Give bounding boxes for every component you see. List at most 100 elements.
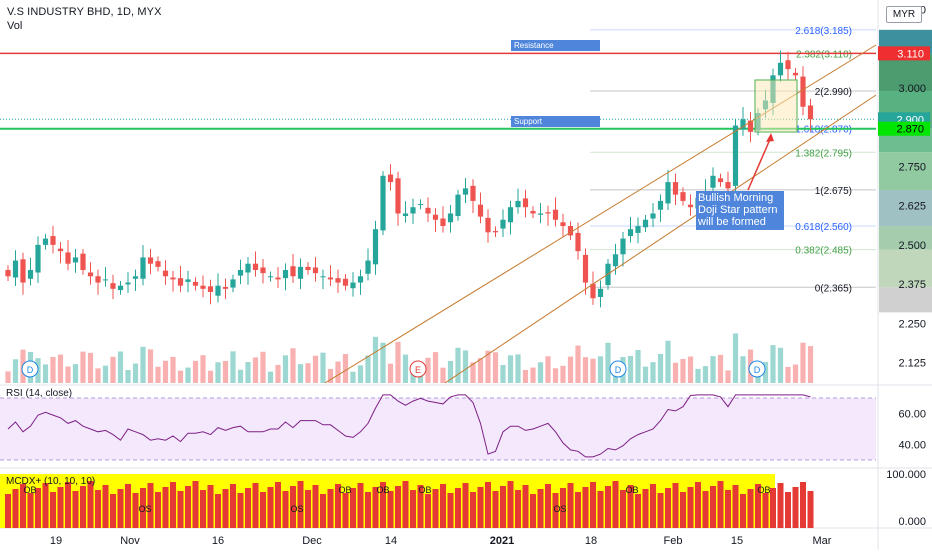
volume-bar bbox=[657, 353, 664, 383]
candle-body bbox=[800, 76, 806, 107]
mcdx-bar bbox=[260, 492, 266, 528]
candle-body bbox=[447, 213, 454, 223]
mcdx-bar bbox=[792, 487, 799, 528]
mcdx-bar bbox=[665, 488, 671, 528]
mcdx-bar bbox=[597, 491, 604, 528]
candle-body bbox=[620, 238, 626, 255]
mcdx-bar bbox=[155, 492, 161, 528]
fib-axis-band bbox=[879, 249, 932, 288]
rsi-tick-label: 60.00 bbox=[898, 409, 926, 421]
volume-label: Vol bbox=[7, 20, 23, 32]
candle-body bbox=[50, 236, 56, 245]
candle-body bbox=[155, 261, 161, 267]
mcdx-bar bbox=[732, 485, 739, 528]
volume-bar bbox=[140, 346, 146, 383]
mcdx-bar bbox=[350, 488, 356, 528]
volume-bar bbox=[177, 370, 184, 383]
channel-lower-line bbox=[444, 94, 877, 384]
annotation-arrowhead bbox=[766, 133, 774, 142]
volume-bar bbox=[650, 362, 656, 383]
event-marker bbox=[748, 360, 766, 378]
x-tick-label: 18 bbox=[585, 535, 597, 547]
volume-bar bbox=[372, 336, 379, 383]
candle-body bbox=[230, 279, 236, 288]
candle-body bbox=[117, 285, 124, 291]
volume-bar bbox=[12, 359, 19, 383]
candle-body bbox=[170, 277, 176, 280]
volume-bar bbox=[777, 347, 784, 383]
fib-label: 0(2.365) bbox=[815, 283, 852, 294]
fib-label: 0.618(2.560) bbox=[795, 222, 852, 233]
candle-body bbox=[192, 281, 199, 286]
candle-body bbox=[57, 248, 64, 252]
candle-body bbox=[597, 288, 604, 297]
mcdx-bar bbox=[42, 483, 49, 528]
candle-body bbox=[95, 276, 101, 283]
fib-label: 2.618(3.185) bbox=[795, 26, 852, 37]
mcdx-bar bbox=[612, 481, 619, 528]
volume-bar bbox=[42, 364, 49, 383]
mcdx-bar bbox=[485, 482, 491, 528]
candle-body bbox=[680, 192, 686, 201]
candle-body bbox=[395, 178, 401, 214]
mcdx-bar bbox=[710, 486, 716, 528]
resistance-label: Resistance bbox=[511, 40, 600, 51]
mcdx-os-label: OS bbox=[290, 504, 303, 514]
mcdx-bar bbox=[282, 491, 289, 528]
candle-body bbox=[177, 278, 184, 286]
mcdx-bar bbox=[387, 491, 394, 528]
volume-bar bbox=[387, 363, 394, 383]
candle-body bbox=[687, 204, 694, 208]
volume-bar bbox=[312, 355, 319, 383]
candle-body bbox=[132, 276, 139, 279]
volume-bar bbox=[222, 360, 229, 383]
mcdx-bar bbox=[275, 482, 281, 528]
candle-body bbox=[207, 286, 214, 292]
volume-bar bbox=[552, 368, 559, 383]
mcdx-bar bbox=[110, 494, 116, 528]
mcdx-bar bbox=[192, 481, 199, 528]
candle-body bbox=[552, 209, 559, 220]
mcdx-bar bbox=[687, 487, 694, 528]
volume-bar bbox=[170, 356, 176, 383]
support-label: Support bbox=[511, 116, 600, 127]
candle-body bbox=[477, 204, 484, 217]
mcdx-bar bbox=[5, 494, 11, 528]
mcdx-bar bbox=[477, 487, 484, 528]
volume-bar bbox=[500, 364, 506, 383]
candle-body bbox=[162, 270, 169, 277]
candle-body bbox=[312, 267, 319, 274]
volume-bar bbox=[515, 354, 521, 383]
candle-body bbox=[185, 279, 191, 282]
mcdx-bar bbox=[417, 485, 424, 528]
volume-bar bbox=[642, 366, 649, 383]
volume-bar bbox=[462, 350, 469, 383]
candle-body bbox=[387, 174, 394, 183]
candle-body bbox=[102, 279, 109, 281]
candle-body bbox=[27, 269, 34, 279]
currency-badge[interactable]: MYR bbox=[886, 6, 922, 23]
mcdx-bar bbox=[327, 489, 334, 528]
candle-body bbox=[342, 278, 349, 286]
support-badge-text: 2.870 bbox=[896, 124, 924, 136]
volume-bar bbox=[132, 363, 139, 383]
mcdx-os-label: OS bbox=[138, 504, 151, 514]
mcdx-bar bbox=[605, 486, 611, 528]
candle-body bbox=[237, 269, 244, 276]
volume-bar bbox=[72, 364, 79, 383]
mcdx-ob-label: OB bbox=[376, 485, 389, 495]
volume-bar bbox=[215, 362, 221, 383]
mcdx-bar bbox=[252, 483, 259, 528]
mcdx-bar bbox=[492, 491, 499, 528]
mcdx-bar bbox=[35, 488, 41, 528]
candle-body bbox=[522, 198, 529, 208]
volume-bar bbox=[792, 364, 799, 383]
volume-bar bbox=[575, 345, 581, 383]
mcdx-bar bbox=[522, 485, 529, 528]
event-marker-label: D bbox=[27, 365, 34, 375]
mcdx-bar bbox=[410, 490, 416, 528]
volume-bar bbox=[365, 355, 371, 383]
mcdx-bar bbox=[380, 482, 386, 528]
candle-body bbox=[492, 231, 499, 233]
